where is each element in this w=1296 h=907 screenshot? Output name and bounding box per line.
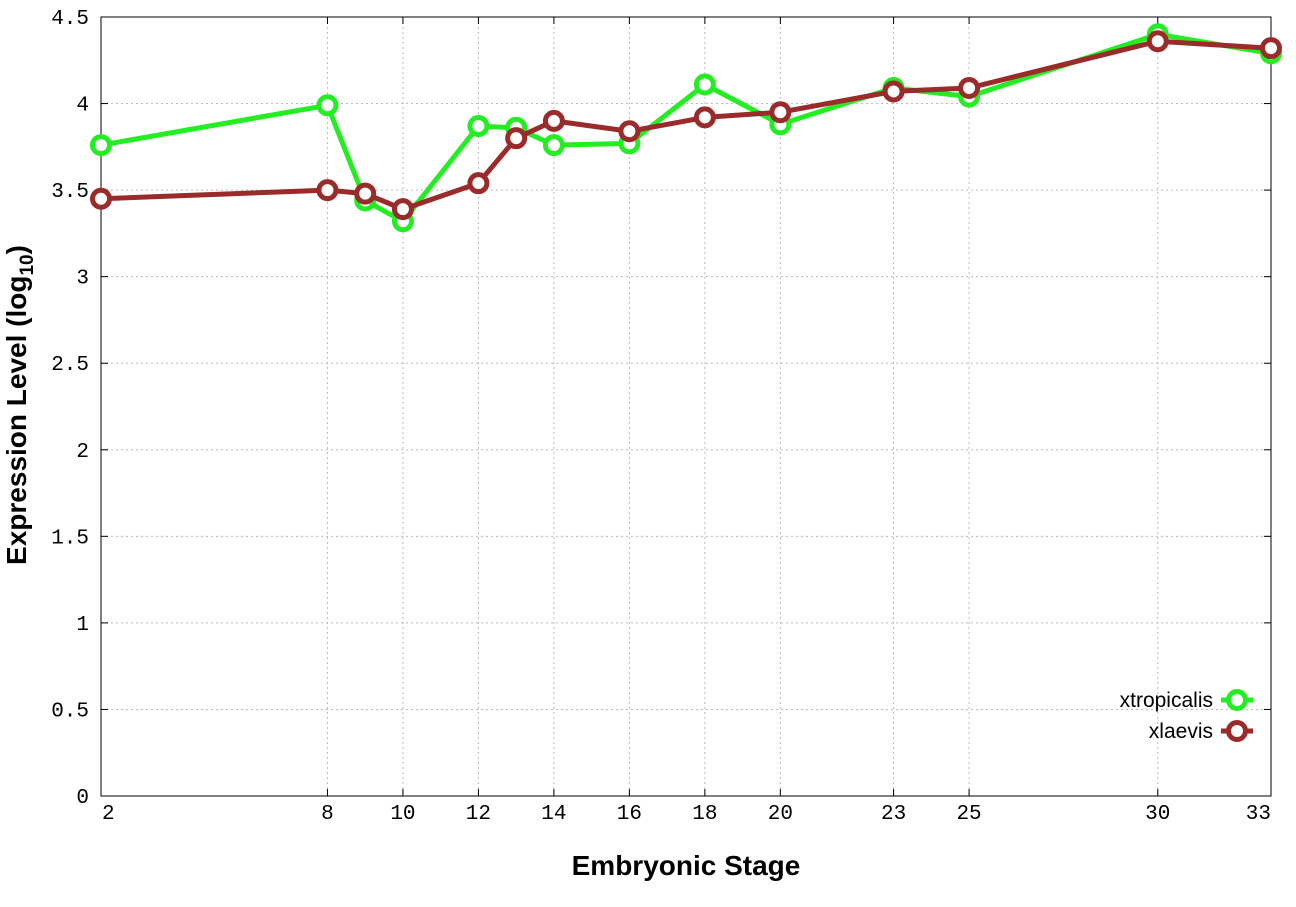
x-tick-label: 25	[956, 803, 981, 826]
data-point	[1260, 37, 1282, 60]
x-tick-label: 16	[617, 803, 642, 826]
grid-lines	[101, 17, 1271, 796]
y-tick-label: 0	[76, 787, 89, 810]
y-tick-label: 1.5	[51, 527, 89, 550]
y-axis-title: Expression Level (log10)	[1, 245, 38, 565]
data-point	[958, 76, 981, 99]
y-tick-label: 0.5	[51, 700, 89, 723]
y-tick-label: 2	[76, 441, 89, 464]
y-tick-label: 3.5	[51, 181, 89, 204]
y-tick-label: 3	[76, 268, 89, 291]
data-point	[316, 94, 339, 117]
data-point	[542, 134, 565, 157]
x-tick-label: 18	[692, 803, 717, 826]
x-tick-label: 10	[390, 803, 415, 826]
y-tick-label: 2.5	[51, 354, 89, 377]
legend-label: xtropicalis	[1120, 689, 1213, 712]
data-point	[618, 120, 641, 143]
data-point	[467, 115, 490, 138]
data-series	[90, 23, 1282, 233]
x-tick-label: 20	[768, 803, 793, 826]
y-axis-title-main: Expression Level (log	[1, 276, 32, 565]
tick-labels: 0 0.5 1 1.5 2 2.5 3 3.5 4 4.5 2 8 10 12 14 16 18 20 23 25 30…	[51, 8, 1271, 826]
x-tick-label: 2	[102, 803, 115, 826]
legend-marker	[1226, 689, 1248, 711]
y-tick-label: 4	[76, 95, 89, 118]
x-axis-title: Embryonic Stage	[572, 850, 801, 881]
y-tick-label: 1	[76, 614, 89, 637]
series-xlaevis	[90, 30, 1282, 221]
data-point	[693, 106, 716, 129]
x-tick-label: 12	[466, 803, 491, 826]
data-point	[354, 182, 377, 205]
data-point	[1146, 30, 1169, 53]
data-point	[505, 127, 528, 150]
y-axis-title-subscript: 10	[17, 254, 38, 275]
data-point	[542, 109, 565, 132]
x-tick-label: 8	[321, 803, 334, 826]
series-line	[100, 38, 1272, 212]
data-point	[391, 198, 414, 221]
y-tick-label: 4.5	[51, 8, 89, 31]
data-point	[90, 187, 112, 210]
x-tick-label: 30	[1145, 803, 1170, 826]
data-point	[316, 179, 339, 202]
y-axis-title-close: )	[1, 245, 32, 254]
data-point	[769, 101, 792, 124]
plot-frame	[100, 16, 1272, 797]
data-point	[693, 73, 716, 96]
x-tick-label: 23	[881, 803, 906, 826]
axis-ticks	[100, 16, 1272, 797]
data-point	[882, 80, 905, 103]
x-tick-label: 33	[1246, 803, 1271, 826]
legend: xtropicalis xlaevis	[1120, 689, 1253, 743]
legend-label: xlaevis	[1149, 720, 1213, 743]
data-point	[90, 134, 112, 157]
legend-marker	[1226, 720, 1248, 742]
x-tick-label: 14	[541, 803, 566, 826]
data-point	[467, 172, 490, 195]
